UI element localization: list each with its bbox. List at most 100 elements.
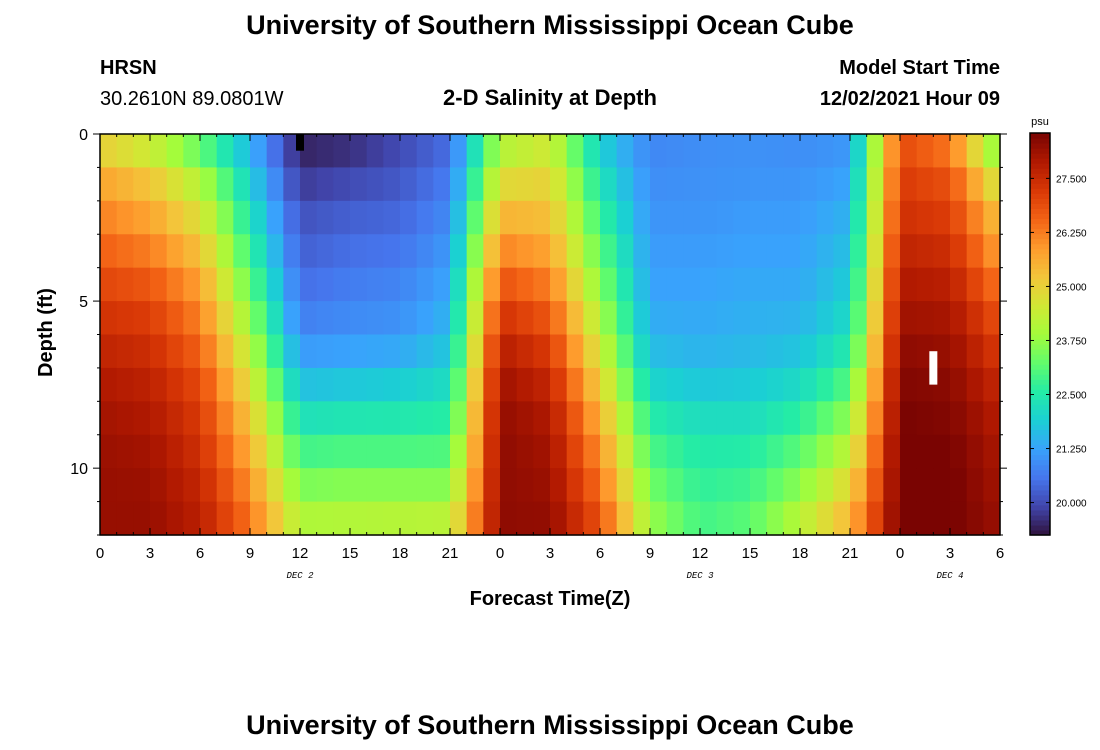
heatmap-cell xyxy=(633,501,651,536)
heatmap-cell xyxy=(850,334,868,369)
heatmap-cell xyxy=(333,401,351,436)
date-label: DEC 2 xyxy=(286,571,314,581)
colorbar-segment xyxy=(1030,414,1050,421)
colorbar-segment xyxy=(1030,288,1050,295)
heatmap-cell xyxy=(600,468,618,503)
heatmap-cell xyxy=(416,234,434,269)
colorbar-segment xyxy=(1030,223,1050,230)
heatmap-cell xyxy=(700,234,718,269)
heatmap-cell xyxy=(216,234,234,269)
heatmap-cell xyxy=(700,401,718,436)
heatmap-cell xyxy=(300,167,318,202)
heatmap-cell xyxy=(583,334,601,369)
heatmap-cell xyxy=(466,367,484,402)
heatmap-cell xyxy=(400,434,418,469)
heatmap-cell xyxy=(183,401,201,436)
heatmap-cell xyxy=(750,234,768,269)
heatmap-cell xyxy=(816,501,834,536)
heatmap-cell xyxy=(316,167,334,202)
heatmap-cell xyxy=(133,134,151,169)
heatmap-cell xyxy=(216,434,234,469)
heatmap-cell xyxy=(583,167,601,202)
heatmap-cell xyxy=(100,267,118,302)
heatmap-cell xyxy=(566,367,584,402)
heatmap-cell xyxy=(533,167,551,202)
heatmap-cell xyxy=(650,134,668,169)
heatmap-cell xyxy=(283,468,301,503)
heatmap-cell xyxy=(933,434,951,469)
colorbar-frame xyxy=(1029,132,1051,536)
colorbar-segment xyxy=(1030,529,1050,536)
heatmap-cell xyxy=(200,334,218,369)
heatmap-cell xyxy=(950,434,968,469)
heatmap-cell xyxy=(633,301,651,336)
heatmap-cell xyxy=(116,167,134,202)
heatmap-cell xyxy=(650,501,668,536)
colorbar-segment xyxy=(1030,188,1050,194)
heatmap-cell xyxy=(850,134,868,169)
heatmap-cell xyxy=(366,367,384,402)
heatmap-cell xyxy=(700,367,718,402)
heatmap-cell xyxy=(516,200,534,235)
heatmap-cell xyxy=(683,267,701,302)
heatmap-cell xyxy=(316,367,334,402)
heatmap-cell xyxy=(766,434,784,469)
heatmap-cell xyxy=(666,200,684,235)
heatmap-cell xyxy=(816,468,834,503)
colorbar-segment xyxy=(1030,409,1050,415)
heatmap-cell xyxy=(300,334,318,369)
heatmap-cell xyxy=(916,234,934,269)
heatmap-cell xyxy=(483,367,501,402)
page-title: University of Southern Mississippi Ocean… xyxy=(246,10,854,40)
heatmap-cell xyxy=(600,401,618,436)
heatmap-cell xyxy=(450,468,468,503)
heatmap-cell xyxy=(150,501,168,536)
heatmap-cell xyxy=(300,434,318,469)
heatmap-cell xyxy=(666,134,684,169)
colorbar-segment xyxy=(1030,168,1050,174)
heatmap-cell xyxy=(633,234,651,269)
heatmap-cell xyxy=(866,167,884,202)
colorbar-segment xyxy=(1030,419,1050,426)
heatmap-cell xyxy=(350,234,368,269)
heatmap-cell xyxy=(866,234,884,269)
heatmap-cell xyxy=(766,167,784,202)
heatmap-cell xyxy=(600,334,618,369)
heatmap-cell xyxy=(800,200,818,235)
heatmap-cell xyxy=(716,367,734,402)
heatmap-cell xyxy=(600,301,618,336)
heatmap-cell xyxy=(950,167,968,202)
heatmap-cell xyxy=(700,267,718,302)
heatmap-cell xyxy=(466,301,484,336)
heatmap-cell xyxy=(516,334,534,369)
heatmap-cell xyxy=(816,334,834,369)
heatmap-cell xyxy=(700,468,718,503)
heatmap-cell xyxy=(583,401,601,436)
heatmap-cell xyxy=(850,234,868,269)
heatmap-cell xyxy=(216,468,234,503)
heatmap-cell xyxy=(483,301,501,336)
heatmap-cell xyxy=(583,301,601,336)
heatmap-cell xyxy=(333,434,351,469)
heatmap-cell xyxy=(183,134,201,169)
heatmap-cell xyxy=(383,434,401,469)
colorbar-segment xyxy=(1030,359,1050,365)
heatmap-cell xyxy=(533,401,551,436)
heatmap-cell xyxy=(200,234,218,269)
colorbar-segment xyxy=(1030,429,1050,436)
heatmap-cell xyxy=(333,200,351,235)
colorbar-segment xyxy=(1030,444,1050,451)
heatmap-cell xyxy=(450,134,468,169)
heatmap-cell xyxy=(800,267,818,302)
heatmap-cell xyxy=(633,334,651,369)
heatmap-cell xyxy=(800,367,818,402)
heatmap-cell xyxy=(683,434,701,469)
heatmap-cell xyxy=(866,200,884,235)
heatmap-cell xyxy=(550,468,568,503)
heatmap-cell xyxy=(300,134,318,169)
colorbar-segment xyxy=(1030,228,1050,235)
heatmap-cell xyxy=(433,200,451,235)
heatmap-cell xyxy=(316,234,334,269)
heatmap-cell xyxy=(516,367,534,402)
colorbar-segment xyxy=(1030,163,1050,169)
